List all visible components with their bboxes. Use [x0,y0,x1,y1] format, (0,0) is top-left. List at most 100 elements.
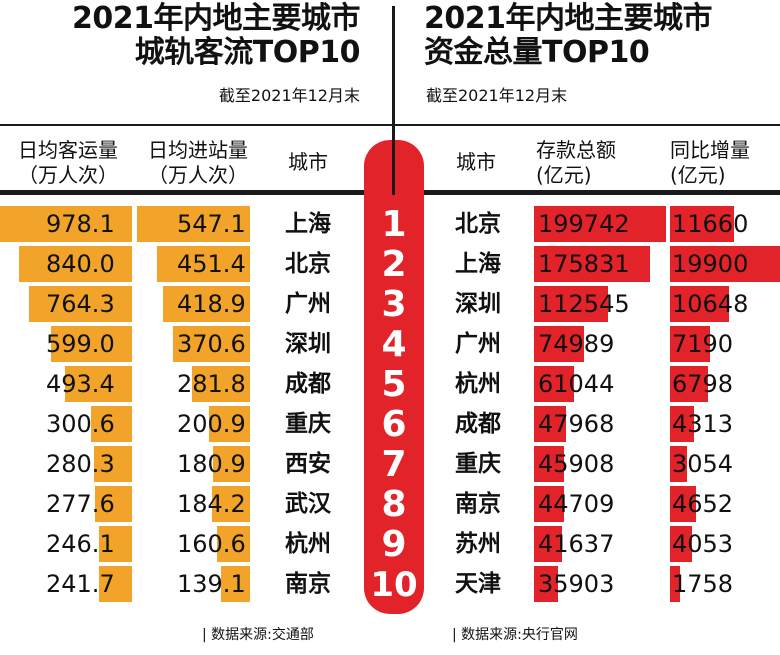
rank-4: 4 [381,324,407,365]
data-value: 1758 [672,570,734,598]
header-passengers-line-1: 日均客运量 [18,138,118,162]
rank-7: 7 [381,444,407,485]
data-bar [217,526,250,562]
data-value: 418.9 [177,290,246,318]
rank-2: 2 [381,244,407,285]
city-label-right: 天津 [455,571,501,597]
data-bar [670,446,687,482]
data-value: 19900 [672,250,749,278]
data-bar [137,206,250,242]
data-bar [534,286,608,322]
header-increase: 同比增量 (亿元) [670,138,770,188]
data-value: 451.4 [177,250,246,278]
header-deposits-unit: (亿元) [536,163,592,187]
header-entries-unit: （万人次） [148,163,248,187]
right-title-line-2: 资金总量TOP10 [424,35,650,70]
rank-3: 3 [381,284,407,325]
city-label-left: 武汉 [285,491,331,517]
data-cell: 451.4 [137,246,250,282]
data-value: 180.9 [177,450,246,478]
data-value: 10648 [672,290,749,318]
rank-1: 1 [381,204,407,245]
rank-8: 8 [381,484,407,525]
data-value: 35903 [538,570,615,598]
data-cell: 246.1 [0,526,132,562]
data-cell: 280.3 [0,446,132,482]
data-cell: 599.0 [0,326,132,362]
data-bar [29,286,132,322]
data-value: 4053 [672,530,734,558]
data-cell: 4053 [670,526,780,562]
data-value: 3054 [672,450,734,478]
data-cell: 370.6 [137,326,250,362]
data-cell: 200.9 [137,406,250,442]
right-title-line-1: 2021年内地主要城市 [424,1,713,36]
data-value: 493.4 [46,370,115,398]
data-cell: 11660 [670,206,780,242]
data-value: 184.2 [177,490,246,518]
left-title-line-1: 2021年内地主要城市 [72,1,361,36]
city-label-right: 杭州 [455,371,501,397]
data-cell: 45908 [534,446,666,482]
data-cell: 277.6 [0,486,132,522]
data-cell: 840.0 [0,246,132,282]
data-bar [534,366,574,402]
data-bar [209,406,250,442]
data-value: 61044 [538,370,615,398]
data-value: 280.3 [46,450,115,478]
data-bar [534,406,566,442]
city-label-left: 杭州 [285,531,331,557]
data-bar [65,366,132,402]
data-cell: 74989 [534,326,666,362]
data-cell: 35903 [534,566,666,602]
data-cell: 4652 [670,486,780,522]
data-cell: 1758 [670,566,780,602]
data-cell: 180.9 [137,446,250,482]
data-bar [0,206,132,242]
data-value: 7190 [672,330,734,358]
city-label-right: 苏州 [455,531,501,557]
data-cell: 764.3 [0,286,132,322]
data-value: 11660 [672,210,749,238]
data-cell: 112545 [534,286,666,322]
data-value: 199742 [538,210,630,238]
data-value: 139.1 [177,570,246,598]
city-label-right: 成都 [455,411,501,437]
data-bar [534,486,564,522]
city-label-left: 重庆 [285,411,331,437]
data-bar [670,406,694,442]
header-passengers-unit: （万人次） [18,163,118,187]
data-cell: 199742 [534,206,666,242]
data-cell: 184.2 [137,486,250,522]
rank-9: 9 [381,524,407,565]
rank-pill [364,140,424,614]
data-value: 978.1 [46,210,115,238]
left-as-of: 截至2021年12月末 [218,86,360,105]
data-bar [163,286,250,322]
data-bar [534,206,666,242]
data-bar [670,326,710,362]
data-value: 4313 [672,410,734,438]
data-cell: 44709 [534,486,666,522]
data-value: 277.6 [46,490,115,518]
data-bar [534,246,650,282]
city-label-right: 广州 [455,331,501,357]
right-as-of: 截至2021年12月末 [426,86,568,105]
data-value: 45908 [538,450,615,478]
data-value: 160.6 [177,530,246,558]
header-increase-unit: (亿元) [670,163,726,187]
data-bar [670,246,780,282]
rank-10: 10 [370,565,418,605]
data-value: 200.9 [177,410,246,438]
data-bar [670,526,692,562]
left-title-line-2: 城轨客流TOP10 [134,35,361,70]
rank-pill-connector [392,140,395,195]
city-label-right: 上海 [455,251,501,277]
header-left-city: 城市 [288,150,328,174]
data-value: 41637 [538,530,615,558]
data-bar [534,566,558,602]
data-value: 241.7 [46,570,115,598]
data-value: 370.6 [177,330,246,358]
vertical-divider [392,6,395,196]
data-bar [534,446,564,482]
